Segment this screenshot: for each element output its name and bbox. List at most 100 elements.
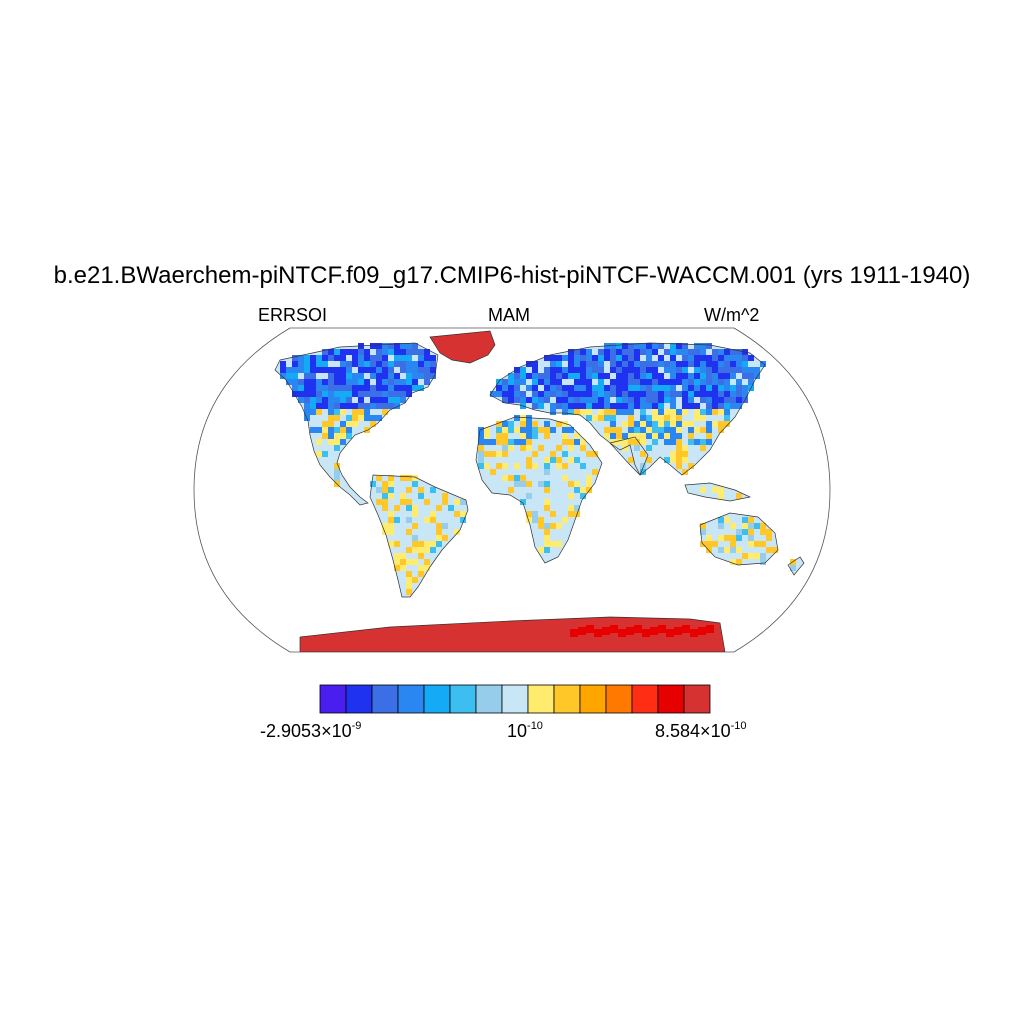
map-cell	[502, 385, 508, 391]
map-cell	[682, 409, 688, 415]
map-cell	[394, 397, 400, 403]
map-cell	[574, 403, 580, 409]
map-cell	[670, 367, 676, 373]
map-cell	[574, 409, 580, 415]
map-cell	[286, 367, 292, 373]
map-cell	[586, 397, 592, 403]
map-cell	[634, 439, 640, 445]
map-cell	[526, 445, 532, 451]
map-cell	[664, 391, 670, 397]
map-cell	[736, 361, 742, 367]
map-cell	[556, 379, 562, 385]
map-cell	[418, 571, 424, 577]
map-cell	[322, 451, 328, 457]
map-cell	[418, 487, 424, 493]
map-cell	[580, 391, 586, 397]
map-cell	[358, 397, 364, 403]
map-cell	[610, 433, 616, 439]
map-cell	[544, 355, 550, 361]
map-cell	[478, 451, 484, 457]
map-cell	[382, 505, 388, 511]
map-cell	[346, 397, 352, 403]
map-cell	[760, 361, 766, 367]
map-cell	[724, 547, 730, 553]
map-cell	[592, 451, 598, 457]
map-cell	[424, 541, 430, 547]
map-cell	[382, 373, 388, 379]
map-cell	[640, 439, 646, 445]
map-cell	[286, 373, 292, 379]
map-cell	[634, 343, 640, 349]
map-cell	[430, 355, 436, 361]
map-cell	[406, 361, 412, 367]
map-cell	[574, 361, 580, 367]
map-cell	[382, 343, 388, 349]
map-cell	[730, 397, 736, 403]
map-cell	[568, 391, 574, 397]
map-cell	[508, 487, 514, 493]
map-cell	[388, 379, 394, 385]
map-cell	[358, 385, 364, 391]
map-cell	[322, 379, 328, 385]
map-cell	[634, 373, 640, 379]
map-cell	[364, 379, 370, 385]
map-cell	[610, 403, 616, 409]
map-cell	[412, 511, 418, 517]
map-cell	[304, 409, 310, 415]
map-cell	[352, 409, 358, 415]
map-cell	[700, 523, 706, 529]
map-cell	[394, 559, 400, 565]
map-cell	[712, 421, 718, 427]
map-cell	[700, 385, 706, 391]
map-cell	[412, 343, 418, 349]
colorbar	[319, 684, 711, 714]
map-cell	[412, 523, 418, 529]
map-cell	[562, 427, 568, 433]
map-cell	[328, 379, 334, 385]
map-cell	[646, 361, 652, 367]
map-cell	[382, 391, 388, 397]
map-cell	[358, 361, 364, 367]
map-cell	[748, 367, 754, 373]
map-cell	[592, 361, 598, 367]
map-cell	[364, 349, 370, 355]
colorbar-box	[371, 684, 399, 714]
map-cell	[730, 523, 736, 529]
map-cell	[406, 385, 412, 391]
map-cell	[304, 397, 310, 403]
map-cell	[388, 517, 394, 523]
coastline	[475, 416, 603, 564]
map-cell	[592, 373, 598, 379]
map-cell	[730, 355, 736, 361]
map-cell	[700, 343, 706, 349]
map-cell	[658, 391, 664, 397]
map-cell	[682, 367, 688, 373]
map-cell	[640, 367, 646, 373]
map-cell	[610, 355, 616, 361]
map-cell	[400, 355, 406, 361]
map-cell	[616, 367, 622, 373]
map-cell	[730, 559, 736, 565]
map-cell	[346, 403, 352, 409]
map-cell	[694, 379, 700, 385]
map-cell	[406, 517, 412, 523]
map-cell	[442, 523, 448, 529]
map-cell	[388, 385, 394, 391]
map-cell	[376, 475, 382, 481]
map-cell	[688, 373, 694, 379]
map-cell	[514, 481, 520, 487]
map-cell	[310, 397, 316, 403]
map-cell	[580, 379, 586, 385]
map-cell	[748, 355, 754, 361]
map-cell	[634, 427, 640, 433]
map-cell	[346, 385, 352, 391]
map-cell	[646, 403, 652, 409]
map-cell	[646, 391, 652, 397]
map-cell	[736, 493, 742, 499]
map-cell	[382, 493, 388, 499]
map-cell	[712, 379, 718, 385]
map-cell	[352, 391, 358, 397]
map-cell	[382, 499, 388, 505]
map-cell	[508, 379, 514, 385]
map-cell	[346, 361, 352, 367]
